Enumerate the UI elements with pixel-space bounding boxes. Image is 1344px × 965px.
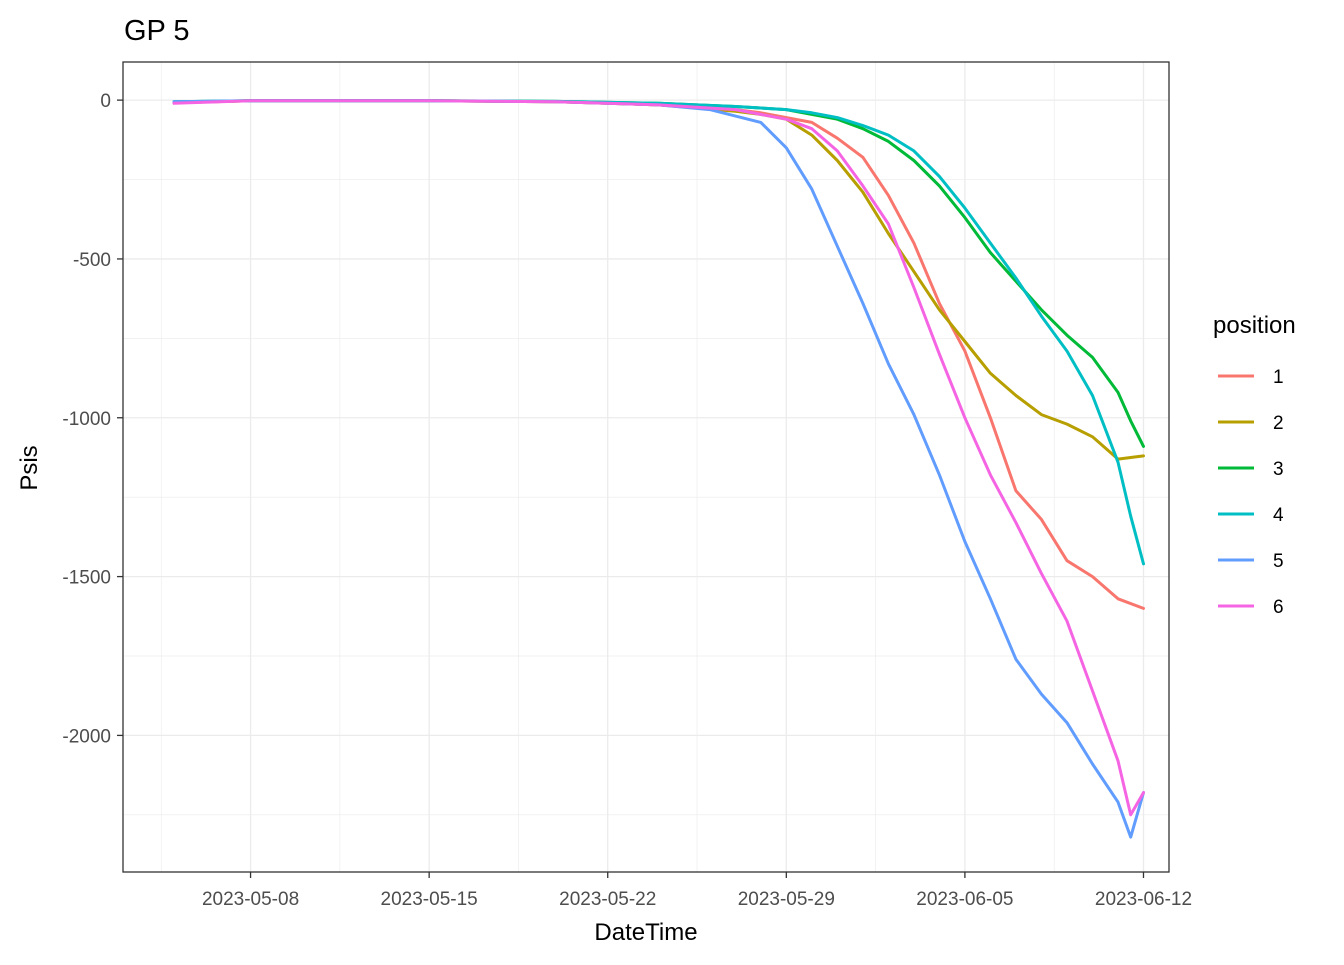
legend-label-6: 6 [1273,597,1284,618]
x-tick-label: 2023-05-08 [202,889,299,910]
y-tick-label: -1000 [62,409,111,430]
plot-panel-border [122,61,1170,873]
chart-title: GP 5 [124,15,190,47]
legend-label-3: 3 [1273,459,1284,480]
axes: 2023-05-08 2023-05-15 2023-05-22 2023-05-29… [62,91,1192,910]
grid [123,62,1169,872]
legend-label-2: 2 [1273,413,1284,434]
x-tick-label: 2023-05-15 [381,889,478,910]
y-tick-label: -500 [73,250,111,271]
legend-title: position [1213,312,1296,339]
x-tick-label: 2023-05-29 [738,889,835,910]
y-tick-label: -2000 [62,726,111,747]
legend-label-4: 4 [1273,505,1284,526]
legend: position 1 2 3 4 5 6 [1213,312,1296,618]
y-axis-title: Psis [16,445,43,490]
plot-series [172,99,1145,839]
x-tick-label: 2023-06-12 [1095,889,1192,910]
y-tick-label: -1500 [62,568,111,589]
y-tick-label: 0 [100,91,111,112]
legend-items: 1 2 3 4 5 6 [1218,367,1284,618]
legend-label-1: 1 [1273,367,1284,388]
legend-label-5: 5 [1273,551,1284,572]
series-line-6 [172,99,1145,817]
x-tick-label: 2023-06-05 [916,889,1013,910]
x-axis-title: DateTime [594,919,697,946]
x-tick-label: 2023-05-22 [559,889,656,910]
